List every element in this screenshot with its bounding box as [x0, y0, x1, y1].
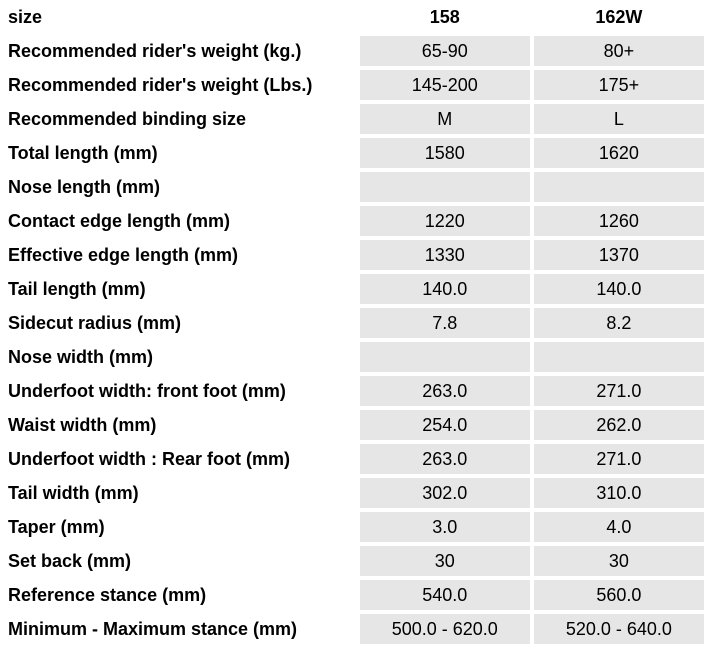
cell-value: 1370	[533, 240, 704, 270]
table-row: Recommended rider's weight (Lbs.) 145-200…	[8, 70, 704, 100]
cell-value: 263.0	[359, 444, 530, 474]
cell-value: 302.0	[359, 478, 530, 508]
row-label: Underfoot width : Rear foot (mm)	[8, 448, 290, 469]
row-label: Taper (mm)	[8, 516, 105, 537]
row-label: Total length (mm)	[8, 142, 158, 163]
cell-value	[533, 342, 704, 372]
cell-value: 145-200	[359, 70, 530, 100]
row-label: Recommended rider's weight (Lbs.)	[8, 74, 313, 95]
cell-value: 175+	[533, 70, 704, 100]
cell-value: 80+	[533, 36, 704, 66]
row-label: Tail length (mm)	[8, 278, 146, 299]
row-label: Recommended rider's weight (kg.)	[8, 40, 302, 61]
row-label: Waist width (mm)	[8, 414, 157, 435]
table-row: Underfoot width: front foot (mm) 263.0 271…	[8, 376, 704, 406]
cell-value: 1580	[359, 138, 530, 168]
cell-value	[533, 172, 704, 202]
size-header: size	[8, 6, 43, 27]
row-label: Contact edge length (mm)	[8, 210, 231, 231]
cell-value: 140.0	[359, 274, 530, 304]
cell-value: 271.0	[533, 376, 704, 406]
table-row: Recommended binding size M L	[8, 104, 704, 134]
row-label: Recommended binding size	[8, 108, 247, 129]
cell-value: 540.0	[359, 580, 530, 610]
cell-value: 30	[359, 546, 530, 576]
specs-table: size 158 162W Recommended rider's weight…	[4, 0, 708, 648]
cell-value: 310.0	[533, 478, 704, 508]
cell-value: 1620	[533, 138, 704, 168]
row-label: Underfoot width: front foot (mm)	[8, 380, 286, 401]
cell-value: 1330	[359, 240, 530, 270]
table-row: Underfoot width : Rear foot (mm) 263.0 271…	[8, 444, 704, 474]
row-label: Reference stance (mm)	[8, 584, 207, 605]
table-row: Waist width (mm) 254.0 262.0	[8, 410, 704, 440]
table-row: Reference stance (mm) 540.0 560.0	[8, 580, 704, 610]
cell-value: 65-90	[359, 36, 530, 66]
table-row: Set back (mm) 30 30	[8, 546, 704, 576]
column-header: 162W	[595, 6, 643, 27]
table-row: Nose width (mm)	[8, 342, 704, 372]
cell-value: 500.0 - 620.0	[359, 614, 530, 644]
cell-value: 1260	[533, 206, 704, 236]
column-header: 158	[429, 6, 460, 27]
cell-value: 271.0	[533, 444, 704, 474]
table-row: Recommended rider's weight (kg.) 65-90 80+	[8, 36, 704, 66]
cell-value: L	[533, 104, 704, 134]
row-label: Effective edge length (mm)	[8, 244, 239, 265]
cell-value: 4.0	[533, 512, 704, 542]
table-row: Contact edge length (mm) 1220 1260	[8, 206, 704, 236]
cell-value: 1220	[359, 206, 530, 236]
row-label: Minimum - Maximum stance (mm)	[8, 618, 298, 639]
row-label: Sidecut radius (mm)	[8, 312, 182, 333]
cell-value: M	[359, 104, 530, 134]
cell-value: 140.0	[533, 274, 704, 304]
row-label: Nose width (mm)	[8, 346, 154, 367]
cell-value: 560.0	[533, 580, 704, 610]
row-label: Tail width (mm)	[8, 482, 139, 503]
cell-value: 3.0	[359, 512, 530, 542]
header-row: size 158 162W	[8, 2, 704, 32]
cell-value: 30	[533, 546, 704, 576]
row-label: Nose length (mm)	[8, 176, 161, 197]
table-row: Tail width (mm) 302.0 310.0	[8, 478, 704, 508]
table-row: Tail length (mm) 140.0 140.0	[8, 274, 704, 304]
cell-value: 7.8	[359, 308, 530, 338]
row-label: Set back (mm)	[8, 550, 132, 571]
table-row: Total length (mm) 1580 1620	[8, 138, 704, 168]
cell-value	[359, 172, 530, 202]
table-row: Effective edge length (mm) 1330 1370	[8, 240, 704, 270]
cell-value: 262.0	[533, 410, 704, 440]
cell-value: 254.0	[359, 410, 530, 440]
cell-value: 520.0 - 640.0	[533, 614, 704, 644]
table-row: Minimum - Maximum stance (mm) 500.0 - 620…	[8, 614, 704, 644]
table-row: Nose length (mm)	[8, 172, 704, 202]
cell-value	[359, 342, 530, 372]
table-row: Sidecut radius (mm) 7.8 8.2	[8, 308, 704, 338]
cell-value: 263.0	[359, 376, 530, 406]
cell-value: 8.2	[533, 308, 704, 338]
table-row: Taper (mm) 3.0 4.0	[8, 512, 704, 542]
